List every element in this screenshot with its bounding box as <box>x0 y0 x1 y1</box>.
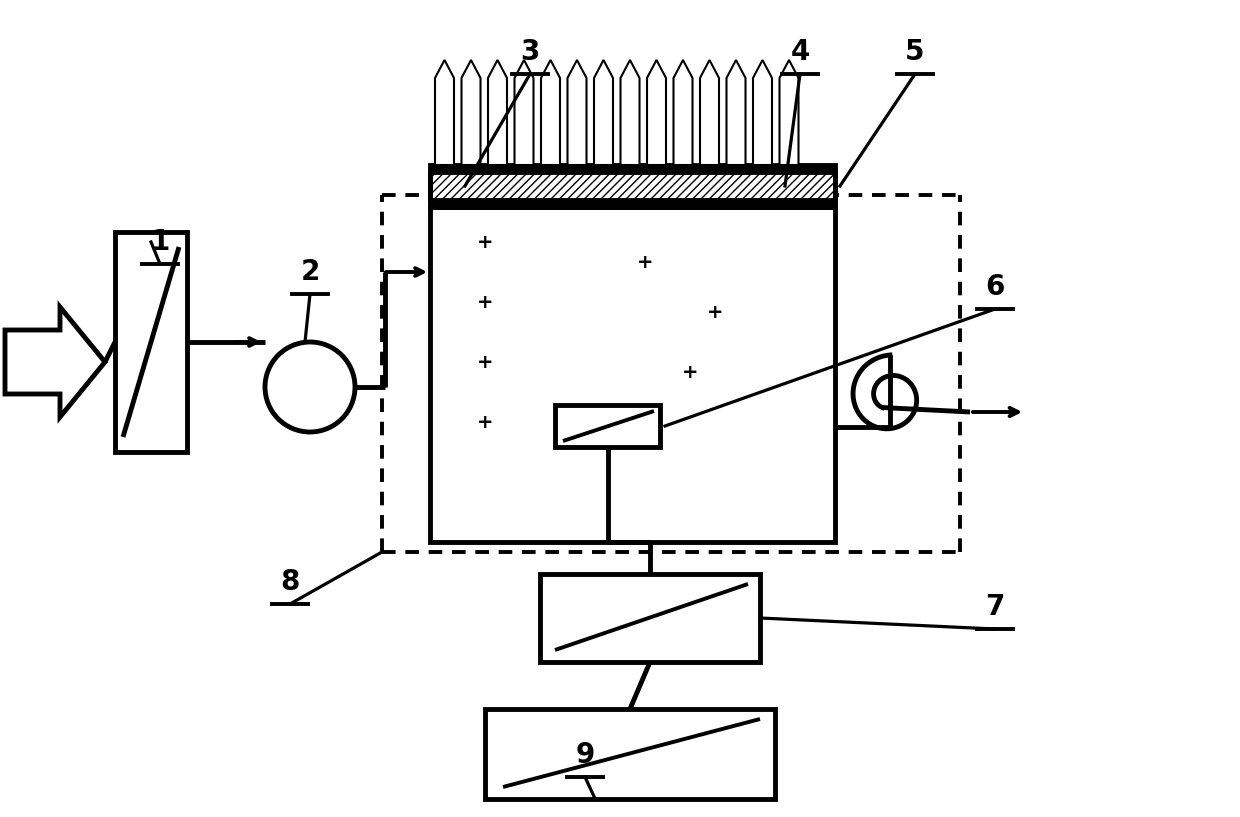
Bar <box>430 165 835 207</box>
Bar <box>556 405 660 447</box>
Bar <box>485 709 775 799</box>
Polygon shape <box>541 60 560 165</box>
Polygon shape <box>461 60 481 165</box>
Text: +: + <box>682 363 698 382</box>
Text: +: + <box>707 302 723 322</box>
Text: +: + <box>637 252 653 271</box>
Polygon shape <box>594 60 613 165</box>
Polygon shape <box>673 60 692 165</box>
Text: +: + <box>476 233 494 252</box>
Text: +: + <box>476 352 494 372</box>
Polygon shape <box>780 60 799 165</box>
Text: 5: 5 <box>905 38 925 66</box>
Text: 2: 2 <box>300 258 320 286</box>
Bar <box>115 232 187 452</box>
Text: +: + <box>476 292 494 311</box>
Text: 9: 9 <box>575 741 595 769</box>
Text: 4: 4 <box>790 38 810 66</box>
Text: 6: 6 <box>986 273 1004 301</box>
Text: 3: 3 <box>521 38 539 66</box>
Bar <box>430 200 835 207</box>
Polygon shape <box>515 60 533 165</box>
Polygon shape <box>568 60 587 165</box>
Polygon shape <box>5 307 105 417</box>
Text: +: + <box>476 413 494 431</box>
Bar <box>430 165 835 172</box>
Text: 8: 8 <box>280 568 300 596</box>
Polygon shape <box>701 60 719 165</box>
Bar <box>430 172 835 200</box>
Polygon shape <box>647 60 666 165</box>
Text: 1: 1 <box>150 228 170 256</box>
Polygon shape <box>753 60 773 165</box>
Bar <box>430 207 835 542</box>
Polygon shape <box>727 60 745 165</box>
Polygon shape <box>489 60 507 165</box>
Polygon shape <box>435 60 454 165</box>
Circle shape <box>265 342 355 432</box>
Polygon shape <box>620 60 640 165</box>
Text: 7: 7 <box>986 593 1004 621</box>
Bar <box>539 574 760 662</box>
